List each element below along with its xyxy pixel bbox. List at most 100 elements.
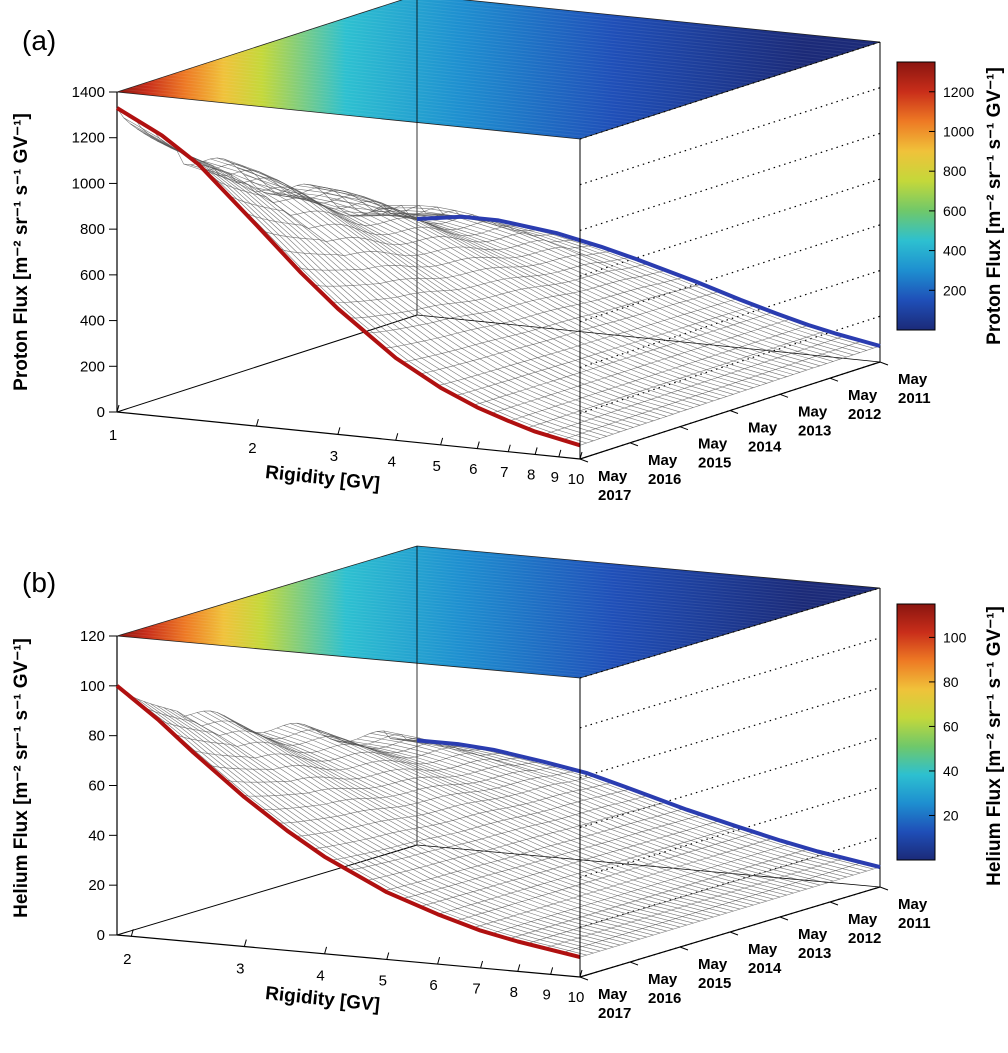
top-plane-band (319, 574, 783, 618)
top-plane-band (169, 619, 633, 663)
x-tick-mark (507, 444, 511, 452)
floor-back-edge (416, 314, 881, 363)
time-tick-mark (729, 931, 739, 936)
date-label: May 2014 (748, 420, 782, 456)
top-plane-band (266, 43, 731, 91)
x-tick-label: 6 (469, 461, 477, 478)
date-label: May 2017 (598, 986, 631, 1022)
mesh-line-time (150, 703, 614, 948)
series-line-may-2011 (416, 214, 881, 348)
top-plane-band (274, 40, 738, 89)
top-plane-band (334, 570, 798, 614)
x-axis-line (116, 934, 581, 978)
date-label: May 2014 (748, 941, 782, 977)
date-label: May 2015 (698, 436, 731, 472)
mesh-line-rigidity (473, 837, 774, 929)
colorbar-tick-label: 1000 (943, 123, 974, 139)
top-plane-band (259, 45, 723, 94)
top-plane-band (394, 1, 858, 50)
mesh-line-rigidity (384, 276, 685, 349)
mesh-line-rigidity (366, 270, 667, 334)
time-tick-mark (829, 901, 839, 906)
time-tick-mark (629, 442, 639, 447)
top-plane-band (124, 89, 588, 138)
top-plane-band (334, 21, 798, 70)
x-tick-label: 9 (551, 469, 559, 486)
mesh-line-time (343, 211, 807, 371)
mesh-line-time (143, 701, 607, 950)
top-plane-band (214, 59, 678, 108)
x-tick-mark (517, 964, 521, 972)
mesh-line-time (123, 691, 587, 956)
top-plane-band (191, 67, 656, 116)
mesh-line-rigidity (259, 228, 560, 245)
mesh-line-rigidity (134, 700, 435, 746)
top-plane-band (371, 559, 836, 602)
mesh-line-rigidity (295, 775, 596, 837)
top-plane-band (386, 4, 851, 53)
date-label: May 2016 (648, 452, 681, 488)
top-plane-band (371, 9, 836, 58)
colorbar (896, 61, 936, 331)
top-plane-band (146, 81, 611, 130)
z-gridline (579, 224, 881, 323)
mesh-line-time (216, 157, 681, 413)
mesh-line-rigidity (277, 770, 578, 824)
mesh-line-rigidity (205, 752, 507, 771)
top-plane-band (281, 586, 746, 629)
top-plane-band (364, 561, 828, 605)
mesh-line-rigidity (205, 171, 507, 225)
mesh-line-time (210, 158, 674, 415)
mesh-line-rigidity (366, 801, 667, 881)
time-tick-mark (779, 393, 789, 398)
mesh-line-rigidity (259, 765, 560, 810)
floor-back-edge (416, 844, 881, 888)
top-plane-band (131, 86, 596, 135)
date-label: May 2016 (648, 971, 681, 1007)
date-label: May 2011 (898, 371, 931, 407)
z-tick-label: 600 (80, 267, 105, 284)
top-plane-band (221, 57, 686, 106)
top-plane-band (184, 69, 648, 118)
top-plane-band (139, 628, 603, 672)
top-plane-band (296, 581, 761, 625)
time-tick-mark (729, 410, 739, 414)
mesh-line-rigidity (384, 808, 685, 891)
mesh-line-rigidity (348, 795, 649, 871)
mesh-line-rigidity (526, 330, 827, 429)
colorbar-tick-label: 40 (943, 763, 959, 779)
time-tick-mark (679, 946, 689, 951)
z-gridline (579, 132, 881, 231)
date-label: May 2013 (798, 403, 831, 439)
x-tick-mark (130, 929, 134, 937)
top-plane-band (199, 64, 663, 113)
mesh-line-rigidity (187, 155, 489, 221)
top-plane-band (161, 76, 626, 125)
z-axis-title: Proton Flux [m⁻² sr⁻¹ s⁻¹ GV⁻¹] (11, 113, 32, 391)
top-plane-band (184, 615, 648, 659)
mesh-line-rigidity (562, 340, 863, 441)
top-plane-band (401, 550, 866, 593)
top-plane-band (221, 604, 686, 647)
top-plane-band (296, 33, 761, 82)
z-tick-label: 60 (88, 778, 105, 795)
series-line-may-2017 (115, 684, 581, 960)
top-plane-band (409, 547, 873, 591)
top-plane-band (304, 30, 768, 79)
x-tick-mark (476, 441, 480, 449)
top-plane-band (341, 568, 806, 611)
z-gridline (579, 736, 881, 829)
date-label: May 2012 (848, 387, 881, 423)
colorbar-tick-label: 100 (943, 629, 967, 645)
colorbar-tick-label: 60 (943, 718, 959, 734)
top-plane-band (341, 18, 806, 67)
mesh-line-time (163, 144, 627, 430)
panel-a: (a) 0 200 400 600 800 1000 1200 1400 1 2 3 4 5 6 7 8 9 10 M… (11, 0, 1005, 504)
x-tick-mark (395, 433, 399, 441)
x-axis-line (116, 411, 581, 460)
time-tick-mark (579, 458, 589, 463)
top-plane-band (124, 633, 588, 677)
z-tick-label: 1000 (72, 175, 105, 192)
mesh-line-rigidity (330, 788, 631, 861)
